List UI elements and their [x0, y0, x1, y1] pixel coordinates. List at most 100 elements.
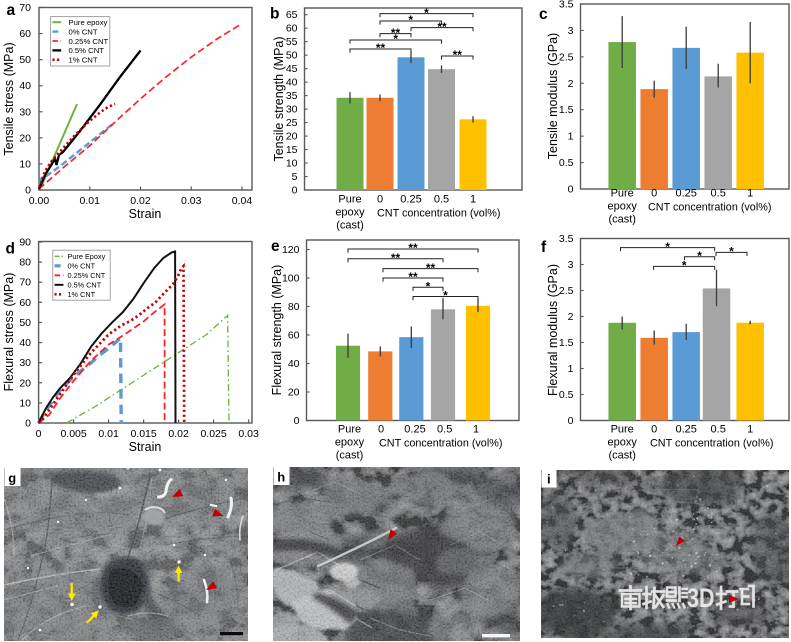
svg-text:0% CNT: 0% CNT: [69, 27, 98, 36]
svg-text:Tensile strength (MPa): Tensile strength (MPa): [272, 36, 286, 161]
svg-text:10: 10: [19, 158, 31, 170]
svg-text:**: **: [437, 20, 447, 34]
svg-text:0.25% CNT: 0.25% CNT: [69, 37, 109, 46]
svg-text:0: 0: [568, 415, 574, 427]
svg-text:20: 20: [19, 132, 31, 144]
svg-text:(cast): (cast): [608, 214, 636, 226]
svg-text:1: 1: [473, 424, 479, 436]
svg-text:40: 40: [19, 80, 31, 92]
svg-text:2.5: 2.5: [559, 51, 574, 63]
svg-text:1.5: 1.5: [559, 337, 574, 349]
svg-text:**: **: [408, 270, 418, 284]
svg-text:50: 50: [19, 317, 31, 329]
svg-text:3.5: 3.5: [559, 0, 574, 11]
svg-text:1: 1: [747, 188, 753, 200]
svg-text:0: 0: [651, 188, 657, 200]
svg-text:Pure: Pure: [338, 194, 361, 206]
svg-text:Pure epoxy: Pure epoxy: [69, 18, 108, 27]
svg-text:0.03: 0.03: [181, 195, 202, 207]
svg-text:(cast): (cast): [336, 450, 364, 462]
svg-text:1% CNT: 1% CNT: [68, 290, 96, 299]
svg-text:0.5: 0.5: [711, 424, 726, 436]
svg-text:60: 60: [286, 23, 298, 35]
svg-text:1: 1: [470, 194, 476, 206]
svg-text:Flexural strength (MPa): Flexural strength (MPa): [270, 265, 284, 396]
svg-text:Flexural modulus (GPa): Flexural modulus (GPa): [546, 264, 560, 396]
svg-text:0.03: 0.03: [238, 428, 259, 440]
svg-text:a: a: [7, 2, 16, 19]
svg-text:*: *: [424, 6, 429, 20]
svg-text:CNT concentration (vol%): CNT concentration (vol%): [650, 438, 773, 450]
svg-text:55: 55: [286, 36, 298, 48]
svg-text:**: **: [426, 261, 436, 275]
svg-text:epoxy: epoxy: [608, 437, 638, 449]
svg-text:0.025: 0.025: [200, 428, 226, 440]
svg-text:20: 20: [288, 387, 300, 399]
svg-text:2.5: 2.5: [559, 285, 574, 297]
svg-text:Flexural stress (MPa): Flexural stress (MPa): [2, 273, 16, 392]
svg-text:Strain: Strain: [129, 440, 162, 454]
svg-text:0: 0: [25, 418, 31, 430]
svg-text:(cast): (cast): [336, 220, 364, 232]
svg-text:epoxy: epoxy: [335, 437, 365, 449]
svg-text:40: 40: [19, 337, 31, 349]
svg-text:45: 45: [286, 63, 298, 75]
svg-text:1% CNT: 1% CNT: [69, 56, 98, 65]
svg-text:0: 0: [25, 185, 31, 197]
svg-text:f: f: [541, 239, 547, 256]
svg-text:2: 2: [568, 78, 574, 90]
svg-text:0: 0: [294, 415, 300, 427]
svg-text:5: 5: [292, 171, 298, 183]
svg-text:Pure: Pure: [611, 188, 634, 200]
svg-text:0.25: 0.25: [675, 424, 696, 436]
svg-text:0.5: 0.5: [437, 424, 452, 436]
svg-text:0.25: 0.25: [675, 188, 696, 200]
svg-text:0.04: 0.04: [232, 195, 253, 207]
svg-text:Pure: Pure: [338, 424, 361, 436]
svg-text:0: 0: [568, 184, 574, 196]
svg-text:*: *: [729, 245, 734, 259]
svg-text:*: *: [393, 32, 398, 46]
svg-text:1: 1: [568, 131, 574, 143]
svg-text:30: 30: [19, 357, 31, 369]
svg-text:d: d: [6, 241, 15, 258]
svg-text:3: 3: [568, 25, 574, 37]
svg-text:60: 60: [19, 297, 31, 309]
svg-text:2: 2: [568, 311, 574, 323]
svg-text:Tensile modulus (GPa): Tensile modulus (GPa): [546, 33, 560, 159]
svg-text:35: 35: [286, 90, 298, 102]
svg-text:50: 50: [19, 54, 31, 66]
svg-text:Pure: Pure: [611, 424, 634, 436]
svg-text:15: 15: [286, 144, 298, 156]
svg-text:*: *: [426, 280, 431, 294]
svg-text:0.01: 0.01: [98, 428, 119, 440]
svg-text:0.5% CNT: 0.5% CNT: [69, 46, 105, 55]
svg-text:0: 0: [292, 185, 298, 197]
svg-text:0.25: 0.25: [400, 194, 421, 206]
svg-text:90: 90: [19, 237, 31, 249]
svg-text:*: *: [408, 13, 413, 27]
svg-text:0.02: 0.02: [130, 195, 151, 207]
svg-text:CNT concentration (vol%): CNT concentration (vol%): [377, 208, 500, 220]
svg-text:1: 1: [568, 363, 574, 375]
svg-text:70: 70: [19, 277, 31, 289]
svg-text:0.015: 0.015: [130, 428, 156, 440]
svg-text:0.5: 0.5: [711, 188, 726, 200]
svg-text:10: 10: [286, 158, 298, 170]
svg-text:0.5% CNT: 0.5% CNT: [68, 280, 102, 289]
svg-text:0.01: 0.01: [80, 195, 101, 207]
svg-text:0.5: 0.5: [434, 194, 449, 206]
svg-text:0.25: 0.25: [404, 424, 425, 436]
svg-text:0: 0: [651, 424, 657, 436]
svg-text:*: *: [443, 289, 448, 303]
svg-text:**: **: [391, 251, 401, 265]
svg-text:CNT concentration (vol%): CNT concentration (vol%): [648, 202, 771, 214]
svg-text:0% CNT: 0% CNT: [68, 261, 96, 270]
svg-text:0.005: 0.005: [60, 428, 86, 440]
svg-text:c: c: [539, 6, 548, 23]
svg-text:60: 60: [288, 330, 300, 342]
svg-text:CNT concentration (vol%): CNT concentration (vol%): [379, 438, 502, 450]
svg-text:65: 65: [286, 9, 298, 21]
svg-text:0: 0: [36, 428, 42, 440]
svg-text:3.5: 3.5: [559, 233, 574, 245]
